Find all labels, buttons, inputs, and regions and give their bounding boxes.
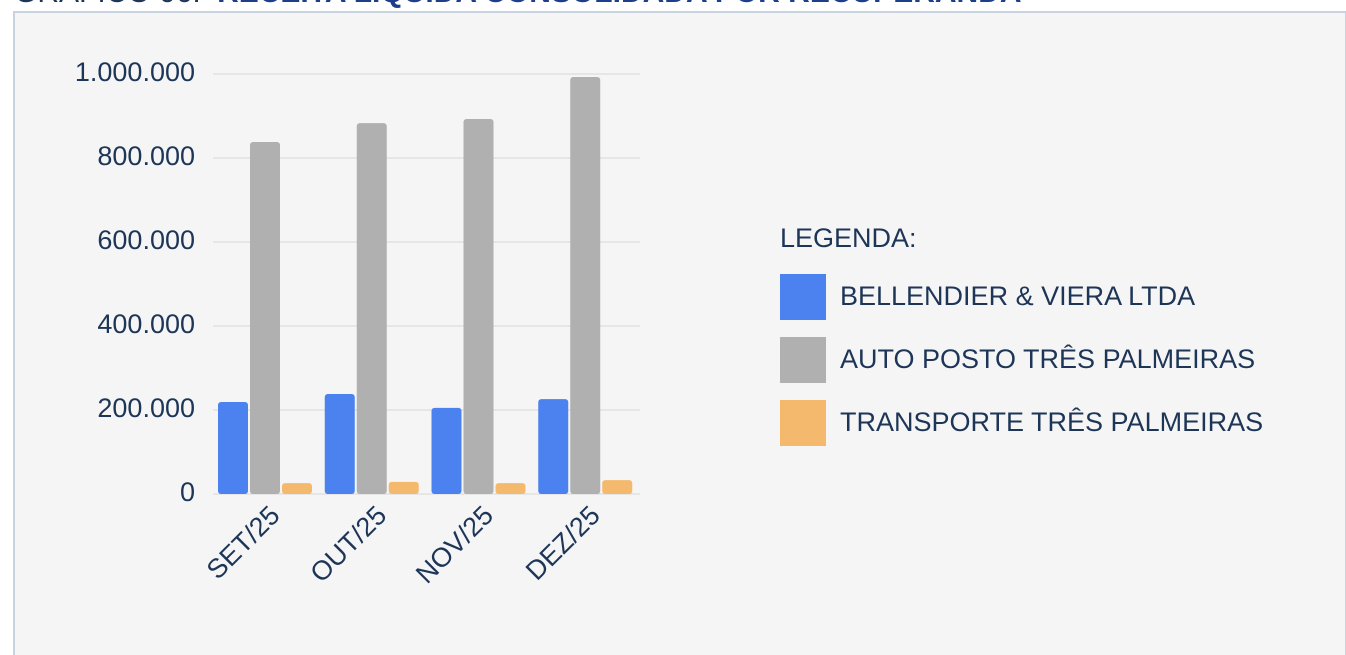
legend-swatch (780, 274, 826, 320)
bar (602, 480, 633, 494)
legend-swatch (780, 337, 826, 383)
bar (250, 142, 280, 495)
bar (463, 118, 494, 494)
legend-label: TRANSPORTE TRÊS PALMEIRAS (840, 406, 1263, 437)
legend-swatch (780, 400, 826, 446)
bar (431, 407, 462, 494)
bar (570, 76, 601, 494)
y-tick-label: 400.000 (97, 309, 195, 339)
title-main: RECEITA LÍQUIDA CONSOLIDADA POR RECUPERA… (217, 0, 1021, 9)
y-tick-label: 1.000.000 (75, 57, 195, 87)
y-tick-label: 200.000 (97, 393, 195, 423)
bar (324, 394, 355, 494)
bar (538, 399, 569, 494)
chart-title: GRÁFICO 06: RECEITA LÍQUIDA CONSOLIDADA … (14, 0, 1022, 9)
bar (218, 402, 248, 494)
title-prefix: GRÁFICO 06: (14, 0, 201, 9)
bar (388, 481, 419, 494)
bar (282, 483, 312, 494)
legend-label: BELLENDIER & VIERA LTDA (840, 281, 1195, 311)
bar (356, 123, 387, 494)
legend-title: LEGENDA: (780, 223, 917, 253)
y-tick-label: 800.000 (97, 141, 195, 171)
legend-label: AUTO POSTO TRÊS PALMEIRAS (840, 343, 1255, 374)
bar (495, 483, 526, 494)
y-tick-label: 0 (180, 477, 195, 507)
panel (13, 11, 1346, 655)
y-tick-label: 600.000 (97, 225, 195, 255)
